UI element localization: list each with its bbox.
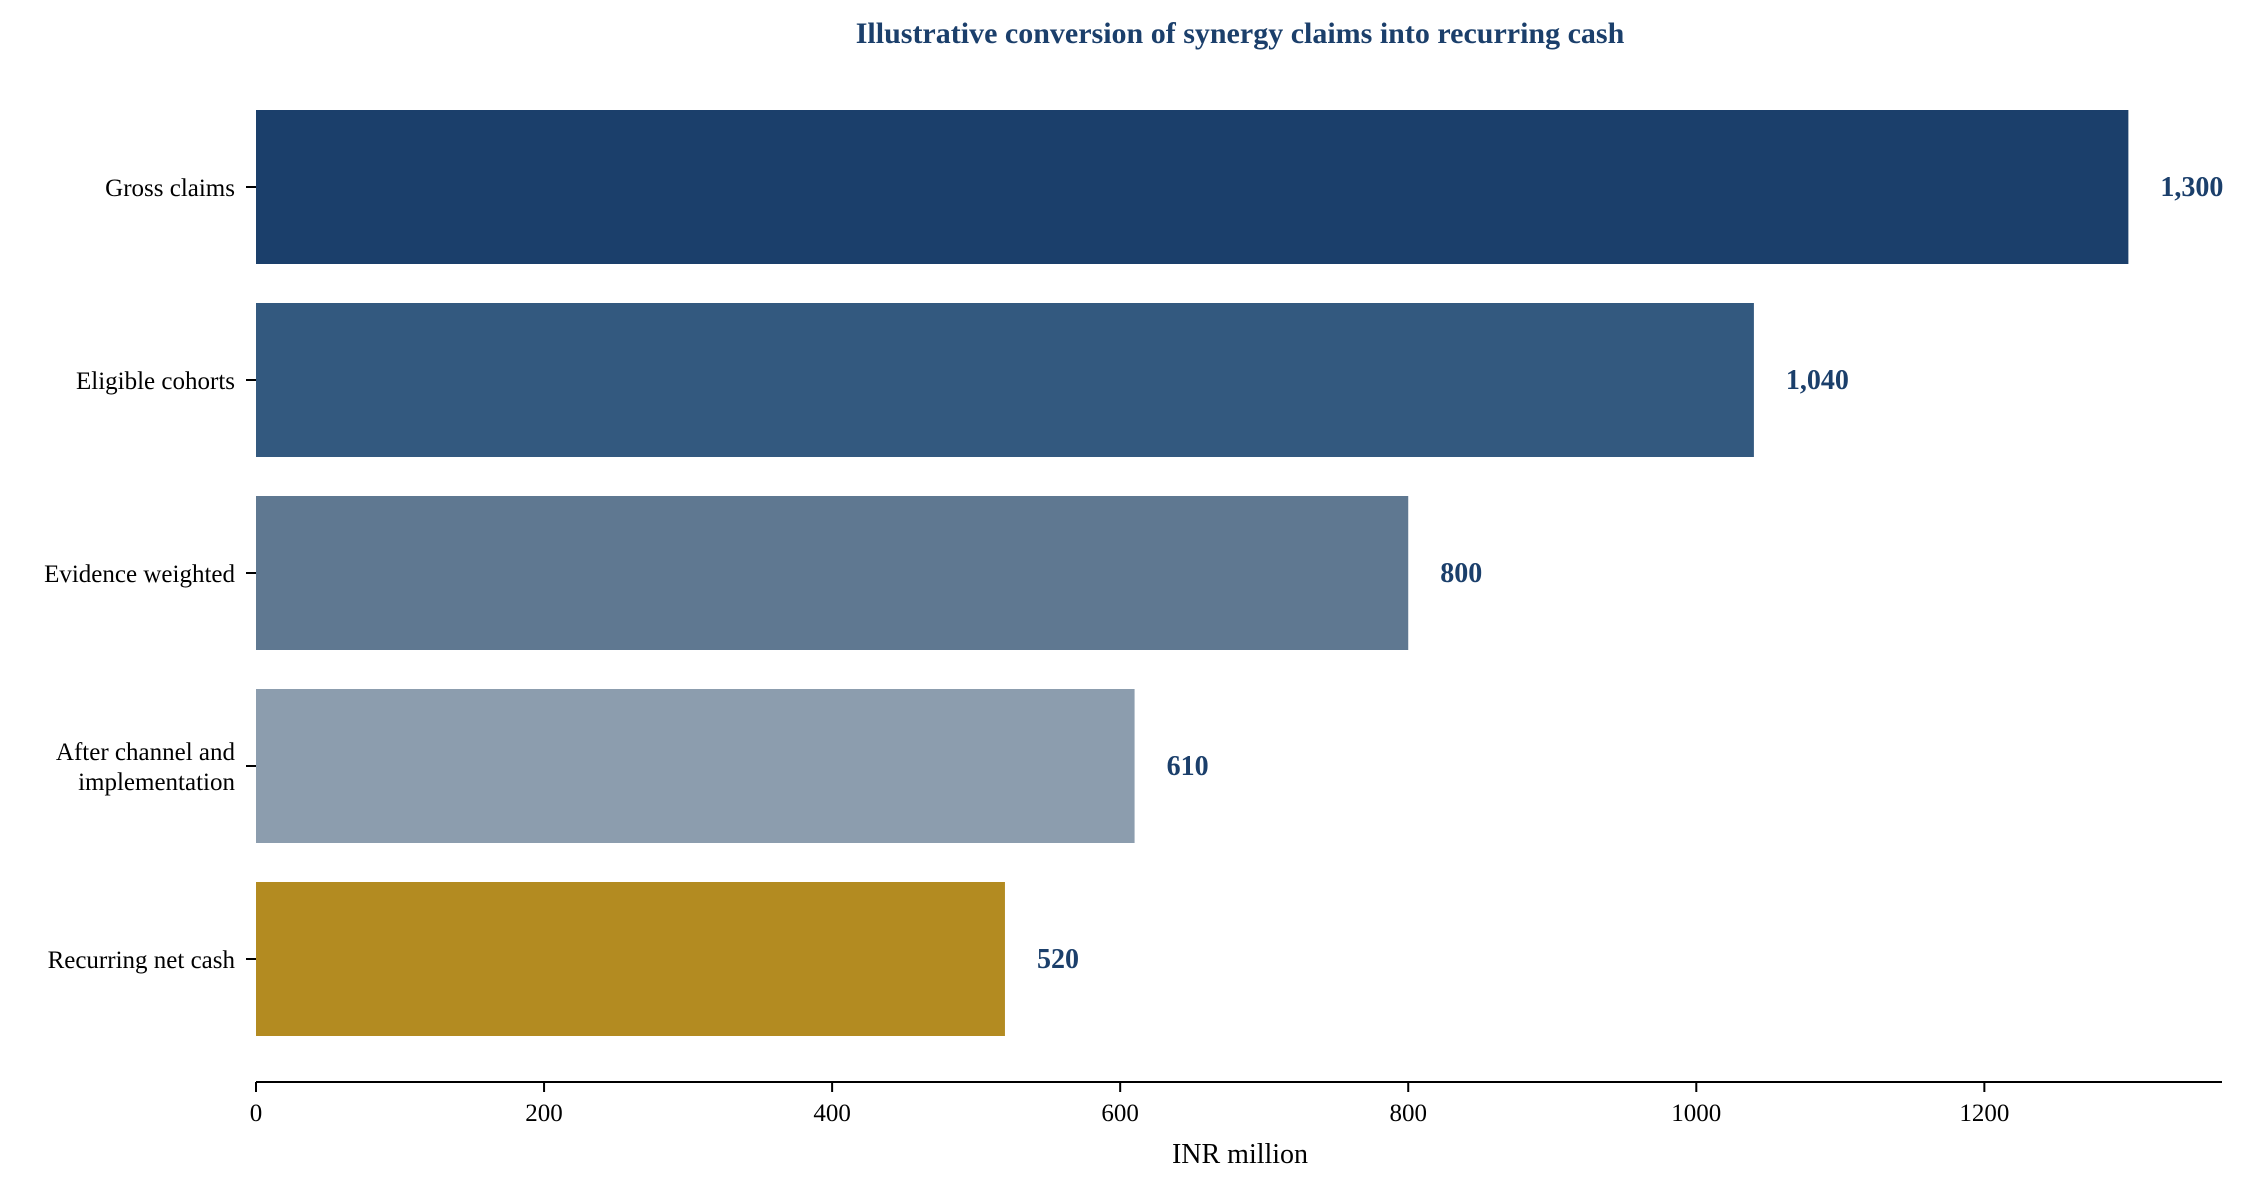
category-label-line: Eligible cohorts bbox=[76, 368, 235, 395]
x-tick-label-3: 600 bbox=[1101, 1100, 1139, 1127]
bar-3 bbox=[256, 689, 1135, 843]
bar-0 bbox=[256, 110, 2129, 264]
value-label-3: 610 bbox=[1167, 751, 1209, 782]
x-tick-label-2: 400 bbox=[813, 1100, 851, 1127]
x-tick-label-4: 800 bbox=[1389, 1100, 1427, 1127]
x-tick-label-0: 0 bbox=[250, 1100, 263, 1127]
x-axis-label: INR million bbox=[1172, 1139, 1308, 1170]
bar-2 bbox=[256, 496, 1409, 650]
value-label-4: 520 bbox=[1037, 944, 1079, 975]
x-tick-label-1: 200 bbox=[525, 1100, 563, 1127]
value-label-1: 1,040 bbox=[1786, 365, 1849, 396]
category-label-4: Recurring net cash bbox=[48, 947, 236, 974]
value-label-0: 1,300 bbox=[2160, 172, 2223, 203]
x-tick-label-5: 1000 bbox=[1671, 1100, 1721, 1127]
bar-1 bbox=[256, 303, 1754, 457]
chart-title: Illustrative conversion of synergy claim… bbox=[856, 17, 1625, 50]
bar-4 bbox=[256, 882, 1005, 1036]
category-label-line: implementation bbox=[78, 769, 235, 796]
category-label-line: Evidence weighted bbox=[44, 561, 235, 588]
category-label-line: Recurring net cash bbox=[48, 947, 236, 974]
x-tick-label-6: 1200 bbox=[1959, 1100, 2009, 1127]
category-label-3: After channel and implementation bbox=[56, 739, 236, 796]
category-label-line: Gross claims bbox=[105, 175, 235, 202]
plot-area: 1,300 Gross claims 1,040 Eligible cohorts 80… bbox=[44, 110, 2223, 1127]
category-label-line: After channel and bbox=[56, 739, 236, 766]
category-label-1: Eligible cohorts bbox=[76, 368, 235, 395]
category-label-0: Gross claims bbox=[105, 175, 235, 202]
value-label-2: 800 bbox=[1440, 558, 1482, 589]
category-label-2: Evidence weighted bbox=[44, 561, 235, 588]
